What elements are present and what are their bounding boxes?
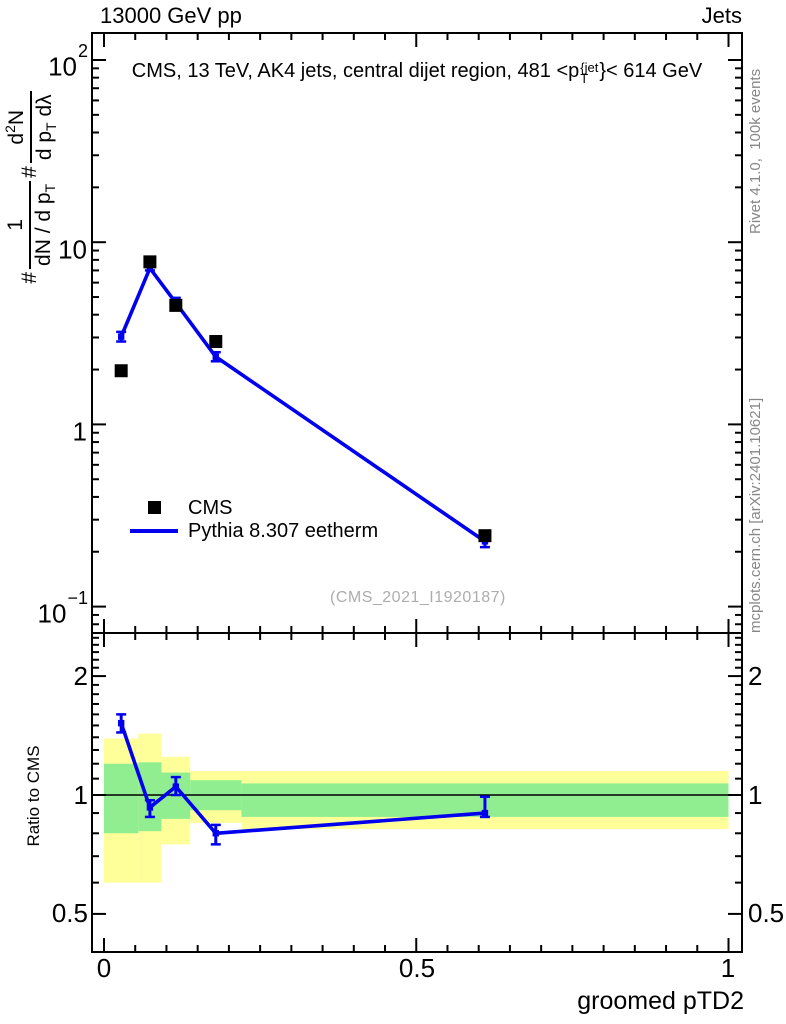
xtick-1: 1 [720, 953, 736, 983]
pythia-point [212, 830, 219, 837]
ratio-ytick-left-1: 1 [73, 780, 88, 810]
xtick-0p5: 0.5 [398, 953, 436, 983]
main-panel-frame [91, 32, 743, 634]
plot-title: CMS, 13 TeV, AK4 jets, central dijet reg… [92, 60, 742, 86]
pythia-point [146, 804, 154, 811]
rivet-version-note: Rivet 4.1.0, 100k events [747, 68, 764, 234]
cms-point [209, 335, 223, 349]
pythia-point [117, 719, 125, 727]
cms-point [143, 255, 157, 269]
hash-symbol: # [18, 166, 42, 178]
green-band-bin-1 [138, 762, 162, 832]
pythia-point [172, 783, 180, 790]
cms-marker-swatch [148, 501, 161, 514]
analysis-id-watermark: (CMS_2021_I1920187) [330, 589, 506, 606]
ytick-1: 1 [72, 416, 87, 447]
ratio-ytick-left-2: 2 [73, 661, 88, 691]
legend-label-pythia: Pythia 8.307 eetherm [188, 520, 379, 542]
green-band-bin-0 [104, 763, 139, 834]
legend-label-cms: CMS [188, 497, 233, 519]
pythia-point [481, 809, 489, 817]
pythia-point [117, 333, 125, 340]
plot-title-suffix: }< 614 GeV [599, 60, 703, 82]
fraction-2: d2N d pT dλ [2, 91, 59, 164]
ratio-ytick-right-0p5: 0.5 [748, 898, 785, 928]
pt-jet-supsub: {jet T [580, 60, 599, 86]
beam-energy-label: 13000 GeV pp [100, 3, 242, 28]
mcplots-arxiv-note: mcplots.cern.ch [arXiv:2401.10621] [747, 397, 764, 633]
pythia-point [212, 353, 219, 360]
ratio-uncertainty-bands [104, 733, 729, 883]
cms-point [114, 364, 128, 378]
ratio-ytick-left-0p5: 0.5 [51, 898, 88, 928]
hash-symbol: # [18, 271, 42, 284]
cms-data-points [114, 255, 492, 543]
cms-point [478, 529, 492, 543]
ytick-0p1: 10−1 [37, 588, 88, 629]
ratio-ytick-right-1: 1 [748, 780, 763, 810]
ratio-axis-label: Ratio to CMS [24, 745, 43, 847]
ytick-10: 10 [58, 234, 87, 265]
plot-title-prefix: CMS, 13 TeV, AK4 jets, central dijet reg… [131, 60, 580, 82]
analysis-group-label: Jets [701, 3, 742, 28]
xtick-0: 0 [96, 953, 112, 983]
ytick-100: 102 [48, 41, 88, 82]
ratio-ytick-right-2: 2 [748, 661, 763, 691]
pythia-line-swatch [130, 529, 178, 533]
axis-ticks [92, 33, 742, 952]
cms-point [169, 298, 183, 312]
pythia-ratio-curve [116, 713, 490, 846]
x-axis-label: groomed pTD2 [577, 987, 744, 1015]
